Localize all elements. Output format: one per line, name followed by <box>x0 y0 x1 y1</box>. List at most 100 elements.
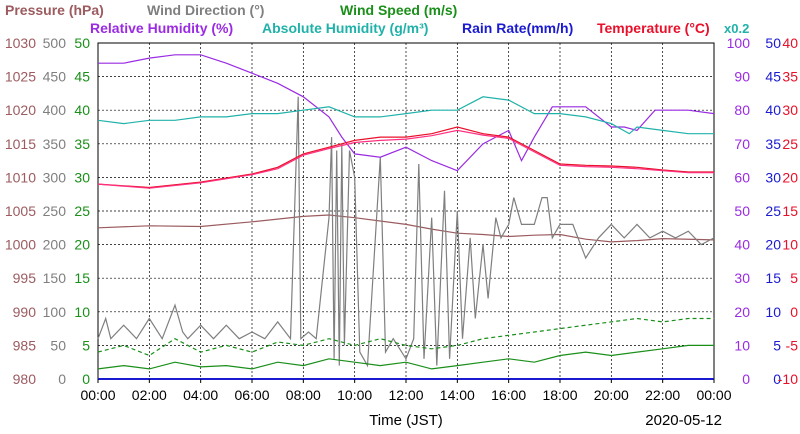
right-tick-label: 20 <box>782 169 798 185</box>
right-tick-label: 10 <box>782 237 798 253</box>
left-tick-label: 1005 <box>5 203 36 219</box>
legend-x02-label: x0.2 <box>724 21 749 36</box>
series-line <box>97 214 715 243</box>
right-tick-label: 70 <box>734 136 750 152</box>
right-tick-label: -10 <box>778 371 798 387</box>
right-tick-label: 20 <box>765 237 781 253</box>
x-tick-label: 18:00 <box>542 387 577 403</box>
legend-wind-speed-label: Wind Speed (m/s) <box>340 2 457 18</box>
right-tick-label: 35 <box>782 69 798 85</box>
right-tick-label: 45 <box>765 69 781 85</box>
series-line <box>97 344 714 370</box>
left-tick-label: 35 <box>74 136 90 152</box>
left-tick-label: 1015 <box>5 136 36 152</box>
series-line <box>97 96 715 368</box>
legend-abs-humidity-label: Absolute Humidity (g/m³) <box>262 20 428 36</box>
x-tick-label: 20:00 <box>594 387 629 403</box>
series-line <box>97 126 714 189</box>
right-tick-label: 25 <box>782 136 798 152</box>
x-tick-label: 22:00 <box>645 387 680 403</box>
left-tick-label: 985 <box>13 337 37 353</box>
series-line <box>97 96 714 135</box>
right-tick-label: 30 <box>765 169 781 185</box>
legend-wind-direction-label: Wind Direction (°) <box>147 2 264 18</box>
x-tick-label: 16:00 <box>491 387 526 403</box>
left-axis-ticks: 1030102510201015101010051000995990985980… <box>5 35 90 387</box>
legend-temperature-label: Temperature (°C) <box>597 20 710 36</box>
left-tick-label: 30 <box>74 169 90 185</box>
right-tick-label: 40 <box>734 237 750 253</box>
legend-pressure-label: Pressure (hPa) <box>5 2 104 18</box>
left-tick-label: 500 <box>43 35 67 51</box>
right-tick-label: 5 <box>773 337 781 353</box>
left-tick-label: 5 <box>82 337 90 353</box>
series-line <box>97 129 714 189</box>
left-tick-label: 400 <box>43 102 67 118</box>
grid-lines <box>98 43 714 379</box>
x-axis-ticks: 00:00 02:00 04:00 06:00 08:00 10:00 12:00 14:00… <box>80 379 732 403</box>
date-label: 2020-05-12 <box>645 412 722 429</box>
series-line <box>97 317 714 357</box>
right-tick-label: 15 <box>765 270 781 286</box>
right-tick-label: 40 <box>765 102 781 118</box>
left-tick-label: 40 <box>74 102 90 118</box>
left-tick-label: 10 <box>74 304 90 320</box>
x-tick-label: 10:00 <box>337 387 372 403</box>
right-tick-label: 60 <box>734 169 750 185</box>
right-tick-label: 35 <box>765 136 781 152</box>
right-tick-label: 30 <box>734 270 750 286</box>
x-tick-label: 08:00 <box>286 387 321 403</box>
right-tick-label: 0 <box>790 304 798 320</box>
left-tick-label: 200 <box>43 237 67 253</box>
x-tick-label: 00:00 <box>80 387 115 403</box>
right-tick-label: 50 <box>765 35 781 51</box>
right-tick-label: 0 <box>742 371 750 387</box>
right-tick-label: 40 <box>782 35 798 51</box>
left-tick-label: 1030 <box>5 35 36 51</box>
left-tick-label: 20 <box>74 237 90 253</box>
x-tick-label: 14:00 <box>440 387 475 403</box>
right-tick-label: 50 <box>734 203 750 219</box>
right-tick-label: 100 <box>727 35 751 51</box>
left-tick-label: 980 <box>13 371 37 387</box>
right-tick-label: 0 <box>773 371 781 387</box>
right-tick-label: 10 <box>765 304 781 320</box>
left-tick-label: 1020 <box>5 102 36 118</box>
x-tick-label: 00:00 <box>696 387 731 403</box>
left-tick-label: 300 <box>43 169 67 185</box>
left-tick-label: 350 <box>43 136 67 152</box>
left-tick-label: 100 <box>43 304 67 320</box>
left-tick-label: 50 <box>74 35 90 51</box>
right-tick-label: 15 <box>782 203 798 219</box>
legend-rain-rate-label: Rain Rate(mm/h) <box>462 20 573 36</box>
legend-rh-label: Relative Humidity (%) <box>90 20 233 36</box>
right-tick-label: 25 <box>765 203 781 219</box>
right-tick-label: 5 <box>790 270 798 286</box>
left-tick-label: 1010 <box>5 169 36 185</box>
x-tick-label: 06:00 <box>234 387 269 403</box>
x-tick-label: 12:00 <box>388 387 423 403</box>
left-tick-label: 45 <box>74 69 90 85</box>
left-tick-label: 990 <box>13 304 37 320</box>
left-tick-label: 25 <box>74 203 90 219</box>
left-tick-label: 450 <box>43 69 67 85</box>
left-tick-label: 50 <box>50 337 66 353</box>
x-tick-label: 04:00 <box>183 387 218 403</box>
right-tick-label: 20 <box>734 304 750 320</box>
header-row-1: Pressure (hPa) Wind Direction (°) Wind S… <box>5 2 457 18</box>
x-axis-title: Time (JST) <box>369 412 443 429</box>
x-tick-label: 02:00 <box>132 387 167 403</box>
header-row-2: Relative Humidity (%) Absolute Humidity … <box>90 20 749 36</box>
left-tick-label: 995 <box>13 270 37 286</box>
right-tick-label: 80 <box>734 102 750 118</box>
left-tick-label: 1025 <box>5 69 36 85</box>
left-tick-label: 0 <box>58 371 66 387</box>
series-line <box>98 54 715 172</box>
left-tick-label: 0 <box>82 371 90 387</box>
right-tick-label: -5 <box>786 337 799 353</box>
left-tick-label: 150 <box>43 270 67 286</box>
right-tick-label: 90 <box>734 69 750 85</box>
right-axis-ticks: 1009080706050403020100504540353025201510… <box>727 35 799 387</box>
left-tick-label: 15 <box>74 270 90 286</box>
